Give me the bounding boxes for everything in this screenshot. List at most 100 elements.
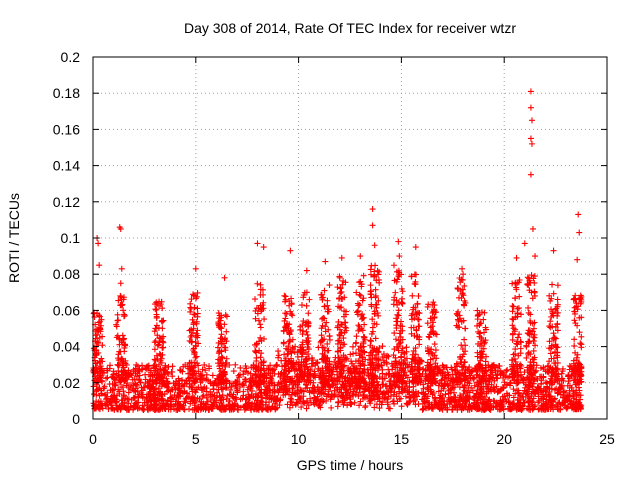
data-point bbox=[267, 406, 274, 413]
data-point bbox=[398, 354, 405, 361]
data-point bbox=[288, 310, 295, 317]
data-point bbox=[567, 398, 574, 405]
data-point bbox=[311, 368, 318, 375]
data-point bbox=[561, 397, 568, 404]
data-point bbox=[552, 335, 559, 342]
data-point bbox=[516, 400, 523, 407]
data-point bbox=[409, 351, 416, 358]
data-point bbox=[352, 384, 359, 391]
data-point bbox=[305, 310, 312, 317]
data-point bbox=[297, 387, 304, 394]
data-point bbox=[574, 351, 581, 358]
data-point bbox=[512, 358, 519, 365]
data-point bbox=[160, 333, 167, 340]
data-point bbox=[528, 377, 535, 384]
data-point bbox=[538, 389, 545, 396]
data-point bbox=[113, 334, 120, 341]
data-point bbox=[482, 337, 489, 344]
data-point bbox=[509, 368, 516, 375]
data-point bbox=[424, 347, 431, 354]
data-point bbox=[240, 371, 247, 378]
data-point bbox=[355, 393, 362, 400]
data-point bbox=[578, 293, 585, 300]
data-point bbox=[552, 404, 559, 411]
data-point bbox=[319, 399, 326, 406]
data-point bbox=[90, 383, 97, 390]
data-point bbox=[571, 317, 578, 324]
data-point bbox=[319, 315, 326, 322]
data-point bbox=[151, 339, 158, 346]
data-point bbox=[441, 402, 448, 409]
data-point bbox=[216, 363, 223, 370]
data-point bbox=[424, 303, 431, 310]
data-point bbox=[439, 392, 446, 399]
data-point bbox=[271, 382, 278, 389]
data-point bbox=[419, 406, 426, 413]
data-point bbox=[324, 340, 331, 347]
data-point bbox=[379, 370, 386, 377]
data-point bbox=[116, 403, 123, 410]
data-point bbox=[237, 364, 244, 371]
data-point bbox=[343, 308, 350, 315]
data-point bbox=[353, 289, 360, 296]
data-point bbox=[284, 373, 291, 380]
data-point bbox=[280, 392, 287, 399]
data-point bbox=[514, 310, 521, 317]
data-point bbox=[415, 316, 422, 323]
data-point bbox=[513, 378, 520, 385]
data-point bbox=[511, 355, 518, 362]
data-point bbox=[192, 389, 199, 396]
data-point bbox=[152, 389, 159, 396]
data-point bbox=[303, 339, 310, 346]
data-point bbox=[367, 271, 374, 278]
data-point bbox=[300, 388, 307, 395]
data-point bbox=[350, 350, 357, 357]
data-point bbox=[285, 368, 292, 375]
data-point bbox=[152, 378, 159, 385]
data-point bbox=[142, 371, 149, 378]
data-point bbox=[361, 334, 368, 341]
data-point bbox=[426, 399, 433, 406]
data-point bbox=[356, 402, 363, 409]
data-point bbox=[478, 342, 485, 349]
data-point bbox=[529, 320, 536, 327]
data-point bbox=[539, 402, 546, 409]
data-point bbox=[500, 396, 507, 403]
data-point bbox=[315, 365, 322, 372]
data-point bbox=[459, 345, 466, 352]
data-point bbox=[524, 281, 531, 288]
data-point bbox=[242, 376, 249, 383]
data-point bbox=[246, 394, 253, 401]
data-point bbox=[325, 326, 332, 333]
data-point-outlier bbox=[528, 117, 535, 124]
data-point bbox=[533, 362, 540, 369]
y-tick-label: 0.08 bbox=[53, 266, 80, 282]
data-point bbox=[516, 277, 523, 284]
data-point bbox=[297, 367, 304, 374]
data-point bbox=[353, 333, 360, 340]
data-point bbox=[517, 350, 524, 357]
data-point bbox=[346, 369, 353, 376]
data-point bbox=[341, 375, 348, 382]
data-point bbox=[453, 379, 460, 386]
x-tick-label: 5 bbox=[192, 431, 200, 447]
data-point bbox=[524, 274, 531, 281]
data-point bbox=[478, 393, 485, 400]
data-point bbox=[143, 394, 150, 401]
data-point bbox=[410, 355, 417, 362]
data-point bbox=[371, 355, 378, 362]
data-point bbox=[121, 403, 128, 410]
data-point bbox=[455, 379, 462, 386]
data-point bbox=[389, 366, 396, 373]
data-point bbox=[152, 338, 159, 345]
data-point bbox=[96, 318, 103, 325]
data-point bbox=[280, 327, 287, 334]
data-point bbox=[128, 396, 135, 403]
data-point bbox=[201, 383, 208, 390]
data-point bbox=[347, 351, 354, 358]
data-point bbox=[98, 355, 105, 362]
data-point bbox=[396, 330, 403, 337]
data-point bbox=[355, 302, 362, 309]
data-point bbox=[287, 328, 294, 335]
data-point bbox=[359, 354, 366, 361]
